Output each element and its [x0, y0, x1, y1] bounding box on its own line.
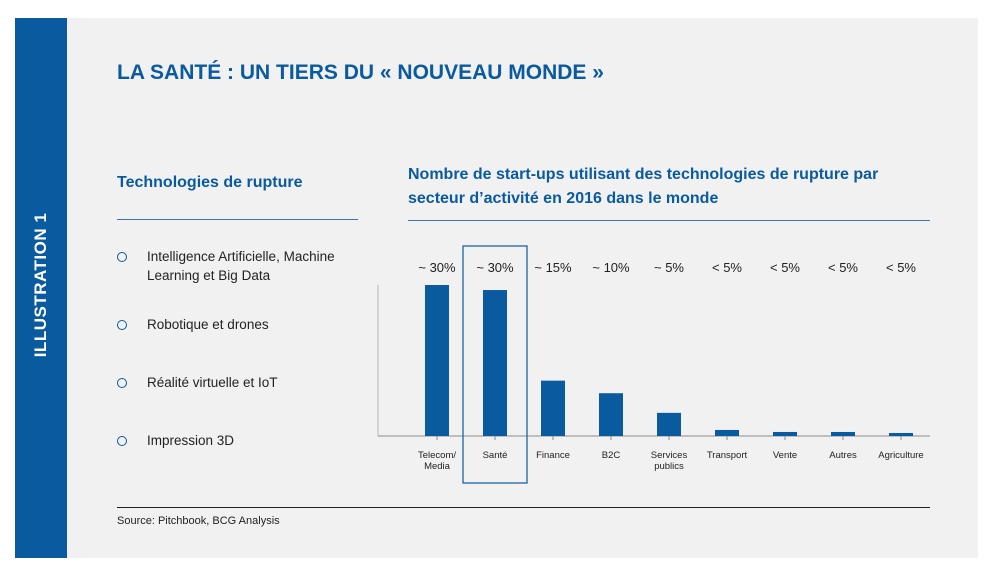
source-divider: [117, 507, 930, 508]
list-item: Robotique et drones: [117, 315, 367, 334]
value-label-1: ~ 30%: [476, 260, 514, 275]
value-label-6: < 5%: [770, 260, 800, 275]
value-label-8: < 5%: [886, 260, 916, 275]
bar-7: [831, 431, 855, 436]
circle-bullet-icon: [117, 378, 127, 388]
illustration-band: [15, 18, 67, 558]
category-label-6: Vente: [773, 450, 797, 461]
bar-3: [599, 393, 623, 436]
page-title: LA SANTÉ : UN TIERS DU « NOUVEAU MONDE »: [117, 61, 604, 84]
value-label-7: < 5%: [828, 260, 858, 275]
category-label-3: B2C: [602, 450, 621, 461]
value-label-5: < 5%: [712, 260, 742, 275]
category-label-0: Telecom/: [418, 450, 456, 461]
list-item-label: Robotique et drones: [147, 317, 269, 332]
value-label-4: ~ 5%: [654, 260, 684, 275]
list-item: Intelligence Artificielle, Machine Learn…: [117, 247, 367, 285]
chart-title: Nombre de start-ups utilisant des techno…: [408, 166, 879, 207]
value-label-0: ~ 30%: [418, 260, 456, 275]
list-item-label: Impression 3D: [147, 433, 235, 448]
category-label-8: Agriculture: [878, 450, 923, 461]
category-label-4: Services: [651, 450, 688, 461]
value-label-3: ~ 10%: [592, 260, 630, 275]
category-label-5: Transport: [707, 450, 748, 461]
bar-2: [541, 380, 565, 436]
category-label-0: Media: [424, 461, 451, 472]
bar-4: [657, 412, 681, 436]
list-item-label: Intelligence Artificielle, Machine Learn…: [147, 249, 335, 283]
chart-title-divider: [408, 220, 930, 221]
category-label-7: Autres: [829, 450, 857, 461]
circle-bullet-icon: [117, 320, 127, 330]
list-item: Impression 3D: [117, 431, 367, 450]
bar-0: [425, 285, 449, 436]
content-card: [15, 18, 978, 558]
value-label-2: ~ 15%: [534, 260, 572, 275]
circle-bullet-icon: [117, 436, 127, 446]
circle-bullet-icon: [117, 252, 127, 262]
category-label-1: Santé: [483, 450, 508, 461]
list-item-label: Réalité virtuelle et IoT: [147, 375, 278, 390]
bar-5: [715, 429, 739, 436]
highlight-frame: [462, 245, 528, 484]
bar-1: [483, 290, 507, 436]
source-note: Source: Pitchbook, BCG Analysis: [117, 515, 280, 527]
bar-6: [773, 431, 797, 436]
technologies-heading: Technologies de rupture: [117, 174, 303, 191]
category-label-2: Finance: [536, 450, 570, 461]
bar-8: [889, 432, 913, 436]
list-item: Réalité virtuelle et IoT: [117, 373, 367, 392]
technologies-divider: [117, 219, 358, 220]
category-label-4: publics: [654, 461, 684, 472]
